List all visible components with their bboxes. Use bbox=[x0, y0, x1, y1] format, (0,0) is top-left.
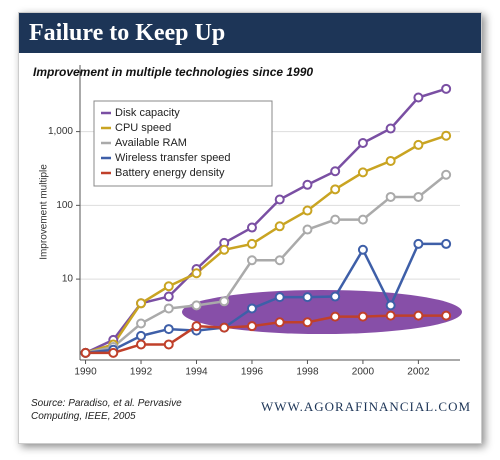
data-point bbox=[441, 310, 452, 321]
x-tick-label: 2000 bbox=[352, 367, 375, 378]
x-tick-label: 1994 bbox=[185, 367, 208, 378]
data-point bbox=[330, 166, 341, 177]
data-point bbox=[163, 324, 174, 335]
data-point bbox=[163, 303, 174, 314]
legend-label: CPU speed bbox=[115, 122, 171, 134]
chart-title: Failure to Keep Up bbox=[19, 13, 481, 53]
data-point bbox=[413, 310, 424, 321]
data-point bbox=[274, 292, 285, 303]
data-point bbox=[302, 205, 313, 216]
data-point bbox=[274, 317, 285, 328]
data-point bbox=[441, 169, 452, 180]
data-point bbox=[385, 310, 396, 321]
data-point bbox=[413, 139, 424, 150]
data-point bbox=[330, 184, 341, 195]
series-line bbox=[85, 173, 447, 355]
data-point bbox=[441, 238, 452, 249]
source-note: Source: Paradiso, et al. Pervasive Compu… bbox=[31, 398, 182, 422]
data-point bbox=[108, 347, 119, 358]
data-point bbox=[330, 291, 341, 302]
card: Failure to Keep Up Improvement in multip… bbox=[18, 12, 482, 444]
data-point bbox=[413, 191, 424, 202]
data-point bbox=[246, 303, 257, 314]
data-point bbox=[80, 347, 91, 358]
data-point bbox=[246, 255, 257, 266]
legend-label: Wireless transfer speed bbox=[115, 152, 231, 164]
data-point bbox=[357, 244, 368, 255]
x-tick-label: 1996 bbox=[241, 367, 264, 378]
data-point bbox=[246, 238, 257, 249]
data-point bbox=[357, 214, 368, 225]
legend-label: Battery energy density bbox=[115, 167, 225, 179]
data-point bbox=[136, 339, 147, 350]
data-point bbox=[163, 339, 174, 350]
x-tick-label: 1990 bbox=[74, 367, 97, 378]
data-point bbox=[385, 155, 396, 166]
x-tick-label: 1998 bbox=[296, 367, 319, 378]
data-point bbox=[163, 281, 174, 292]
website: WWW.AGORAFINANCIAL.COM bbox=[261, 399, 472, 414]
data-point bbox=[302, 224, 313, 235]
data-point bbox=[302, 292, 313, 303]
data-point bbox=[330, 311, 341, 322]
data-point bbox=[191, 268, 202, 279]
data-point bbox=[246, 321, 257, 332]
data-point bbox=[219, 244, 230, 255]
data-point bbox=[246, 222, 257, 233]
legend-box bbox=[93, 100, 273, 187]
y-tick-label: 100 bbox=[56, 200, 73, 211]
data-point bbox=[274, 255, 285, 266]
x-tick-label: 2002 bbox=[407, 367, 430, 378]
data-point bbox=[385, 300, 396, 311]
data-point bbox=[330, 214, 341, 225]
data-point bbox=[219, 296, 230, 307]
y-tick-label: 1,000 bbox=[48, 126, 73, 137]
data-point bbox=[163, 291, 174, 302]
data-point bbox=[219, 322, 230, 333]
legend-label: Disk capacity bbox=[115, 107, 180, 119]
data-point bbox=[357, 311, 368, 322]
data-point bbox=[302, 179, 313, 190]
data-point bbox=[385, 191, 396, 202]
legend: Disk capacity CPU speed Available RAM Wirel… bbox=[93, 100, 273, 187]
data-point bbox=[441, 130, 452, 141]
y-axis-label: Improvement multiple bbox=[39, 164, 50, 260]
x-tick-label: 1992 bbox=[130, 367, 153, 378]
data-point bbox=[441, 83, 452, 94]
data-point bbox=[357, 138, 368, 149]
data-point bbox=[136, 298, 147, 309]
data-point bbox=[302, 317, 313, 328]
data-point bbox=[274, 194, 285, 205]
data-point bbox=[413, 92, 424, 103]
legend-label: Available RAM bbox=[115, 137, 187, 149]
data-point bbox=[191, 300, 202, 311]
y-tick-label: 10 bbox=[62, 274, 74, 285]
data-point bbox=[136, 330, 147, 341]
data-point bbox=[274, 221, 285, 232]
data-point bbox=[191, 321, 202, 332]
data-point bbox=[136, 318, 147, 329]
data-point bbox=[357, 167, 368, 178]
data-point bbox=[385, 123, 396, 134]
data-point bbox=[413, 238, 424, 249]
chart-subtitle: Improvement in multiple technologies sin… bbox=[33, 65, 314, 79]
